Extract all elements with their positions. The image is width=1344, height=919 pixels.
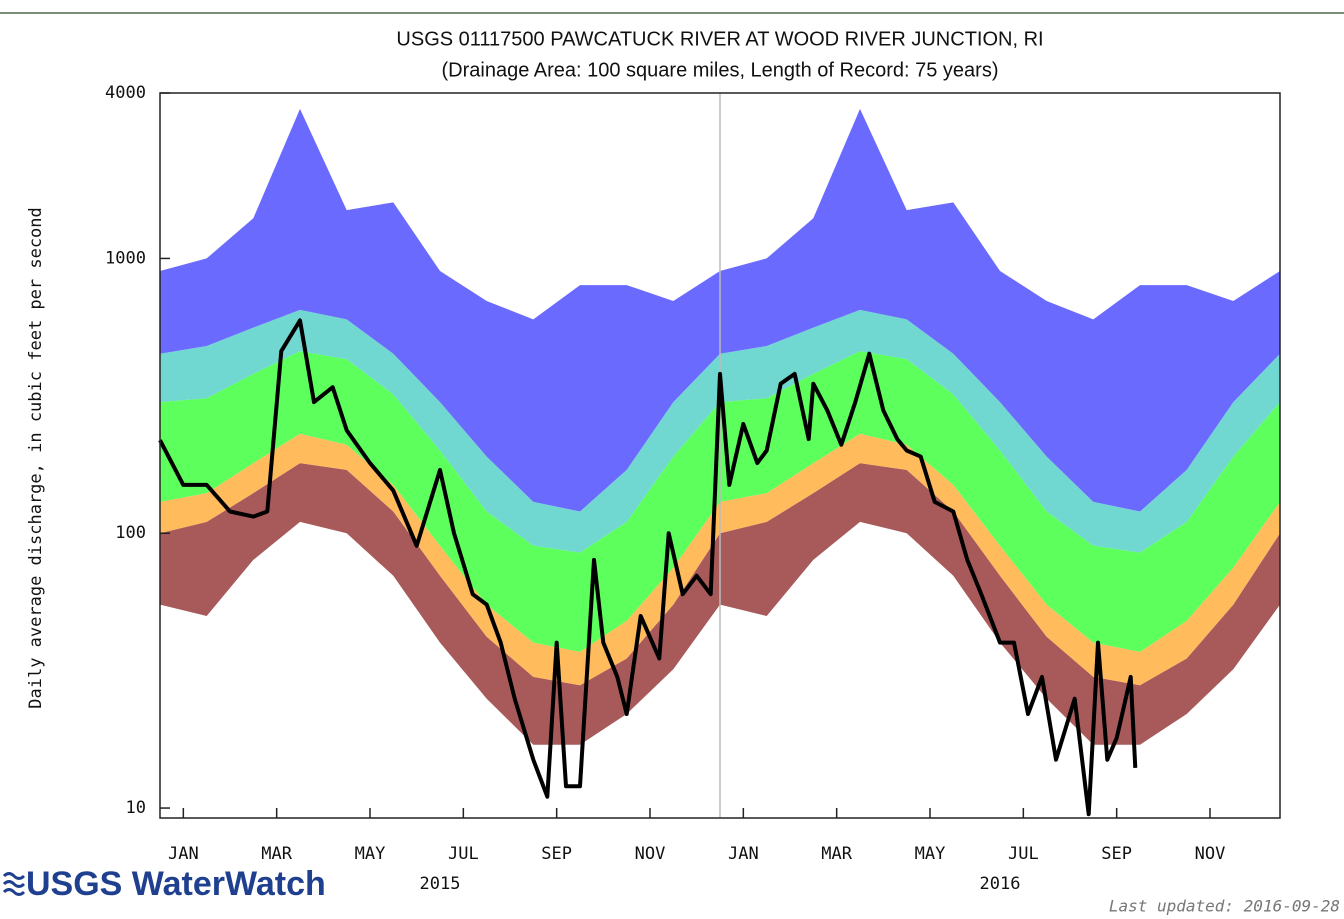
x-tick-label: SEP bbox=[541, 844, 572, 864]
plot-frame bbox=[159, 92, 1281, 819]
chart-title: USGS 01117500 PAWCATUCK RIVER AT WOOD RI… bbox=[396, 28, 1043, 50]
x-tick-label: JUL bbox=[1008, 844, 1039, 864]
x-tick-label: JUL bbox=[448, 844, 479, 864]
logo-icon bbox=[2, 872, 26, 896]
logo-text: USGS WaterWatch bbox=[26, 865, 326, 903]
x-tick-label: JAN bbox=[168, 844, 199, 864]
y-axis-label: Daily average discharge, in cubic feet p… bbox=[26, 207, 46, 709]
last-updated: Last updated: 2016-09-28 bbox=[1109, 897, 1340, 916]
x-tick-label: JAN bbox=[728, 844, 759, 864]
x-tick-label: MAY bbox=[915, 844, 946, 864]
observed-flow-line bbox=[158, 318, 1138, 817]
year-label: 2016 bbox=[980, 874, 1021, 894]
x-tick-label: MAY bbox=[355, 844, 386, 864]
x-tick-label: NOV bbox=[635, 844, 666, 864]
y-tick-label: 100 bbox=[115, 523, 146, 543]
x-tick-label: MAR bbox=[821, 844, 852, 864]
x-tick-label: NOV bbox=[1195, 844, 1226, 864]
x-tick-label: SEP bbox=[1101, 844, 1132, 864]
chart-subtitle: (Drainage Area: 100 square miles, Length… bbox=[442, 59, 999, 81]
y-tick-label: 10 bbox=[126, 798, 146, 818]
year-label: 2015 bbox=[420, 874, 461, 894]
x-tick-label: MAR bbox=[261, 844, 292, 864]
y-tick-label: 4000 bbox=[105, 83, 146, 103]
y-tick-label: 1000 bbox=[105, 248, 146, 268]
